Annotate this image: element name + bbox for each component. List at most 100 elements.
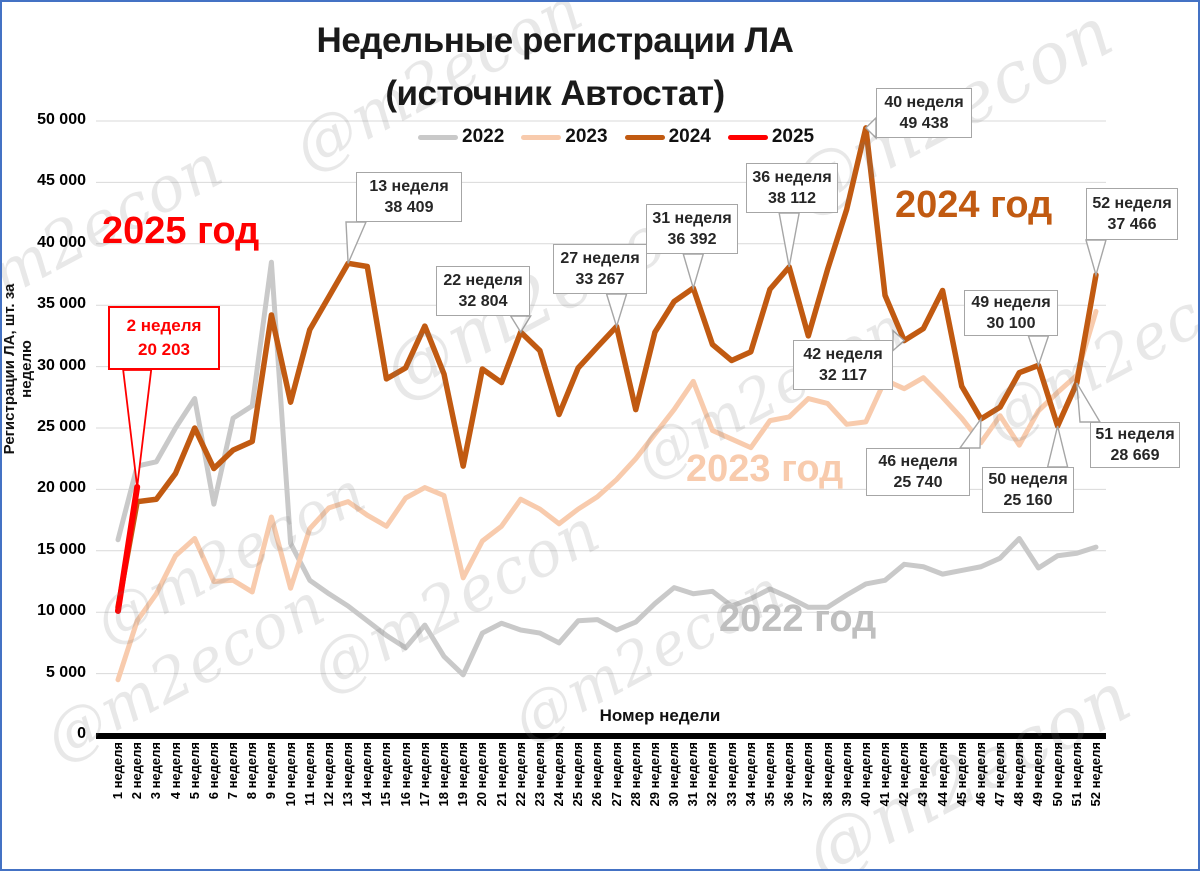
callout-week-27: 27 неделя 33 267	[553, 244, 647, 294]
callout-pointer-week-42	[892, 329, 906, 353]
callout-week-51: 51 неделя 28 669	[1090, 422, 1180, 468]
x-tick-16: 16 неделя	[397, 742, 413, 807]
callout-week-13-value: 38 409	[384, 199, 434, 216]
callout-week-52-value: 37 466	[1107, 216, 1157, 233]
callout-pointer-week-51	[1076, 382, 1102, 423]
x-tick-51: 51 неделя	[1068, 742, 1084, 807]
y-tick-5 000: 5 000	[45, 663, 86, 681]
x-tick-40: 40 неделя	[857, 742, 873, 807]
x-tick-17: 17 неделя	[416, 742, 432, 807]
x-tick-35: 35 неделя	[761, 742, 777, 807]
legend-item-2024: 2024	[624, 126, 711, 148]
x-tick-1: 1 неделя	[110, 742, 125, 800]
callout-week-2-value: 20 203	[138, 340, 190, 359]
x-tick-9: 9 неделя	[263, 742, 279, 800]
x-tick-31: 31 неделя	[685, 742, 701, 807]
x-tick-5: 5 неделя	[186, 742, 202, 800]
callout-week-27-value: 33 267	[575, 271, 625, 288]
x-tick-38: 38 неделя	[819, 742, 835, 807]
callout-week-31-label: 31 неделя	[652, 210, 732, 227]
x-tick-34: 34 неделя	[742, 742, 758, 807]
legend-label-2023: 2023	[565, 126, 608, 147]
callout-pointer-week-31	[682, 253, 705, 291]
callout-week-42-value: 32 117	[818, 367, 868, 384]
x-tick-19: 19 неделя	[455, 742, 471, 807]
x-tick-8: 8 неделя	[244, 742, 260, 800]
legend-swatch-2022	[418, 134, 458, 140]
callout-week-31-value: 36 392	[667, 231, 717, 248]
x-tick-47: 47 неделя	[992, 742, 1008, 807]
callout-week-49: 49 неделя 30 100	[964, 290, 1058, 336]
y-tick-10 000: 10 000	[37, 602, 86, 620]
x-tick-13: 13 неделя	[340, 742, 356, 807]
y-tick-25 000: 25 000	[37, 418, 86, 435]
x-tick-25: 25 неделя	[570, 742, 586, 807]
x-tick-20: 20 неделя	[474, 742, 490, 807]
legend-label-2024: 2024	[668, 126, 711, 147]
series-label-2022: 2022 год	[719, 598, 877, 640]
x-tick-32: 32 неделя	[704, 742, 720, 807]
x-tick-3: 3 неделя	[148, 742, 164, 800]
legend-swatch-2024	[624, 134, 665, 140]
x-tick-29: 29 неделя	[646, 742, 662, 807]
callout-week-36-value: 38 112	[767, 190, 817, 207]
callout-week-46-value: 25 740	[893, 474, 943, 491]
callout-week-51-label: 51 неделя	[1095, 426, 1175, 443]
x-tick-44: 44 неделя	[934, 742, 950, 807]
callout-week-40-value: 49 438	[899, 115, 949, 132]
x-tick-7: 7 неделя	[225, 742, 241, 800]
x-tick-4: 4 неделя	[167, 742, 183, 800]
callout-pointer-week-36	[778, 212, 801, 268]
legend-label-2025: 2025	[771, 126, 815, 147]
x-tick-24: 24 неделя	[551, 742, 567, 807]
callout-week-46: 46 неделя 25 740	[866, 448, 970, 496]
x-axis-line	[96, 733, 1106, 739]
x-axis-title: Номер недели	[599, 706, 721, 725]
x-tick-43: 43 неделя	[915, 742, 931, 807]
y-tick-0: 0	[77, 725, 86, 742]
series-2023-line	[115, 308, 1099, 683]
x-tick-48: 48 неделя	[1011, 742, 1027, 807]
callout-week-13: 13 неделя 38 409	[356, 172, 462, 222]
x-tick-46: 46 неделя	[972, 742, 988, 807]
x-tick-28: 28 неделя	[627, 742, 643, 807]
callout-week-36: 36 неделя 38 112	[746, 163, 838, 213]
x-tick-12: 12 неделя	[320, 742, 336, 807]
legend-swatch-2023	[521, 134, 562, 140]
legend-swatch-2025	[727, 134, 768, 140]
chart-title: Недельные регистрации ЛА (источник Автос…	[0, 14, 1110, 120]
chart-title-line1: Недельные регистрации ЛА	[316, 21, 794, 60]
x-tick-6: 6 неделя	[205, 742, 221, 800]
y-tick-45 000: 45 000	[37, 172, 86, 190]
callout-pointer-week-27	[605, 293, 628, 329]
y-tick-40 000: 40 000	[37, 233, 86, 251]
x-tick-37: 37 неделя	[800, 742, 816, 807]
legend-item-2023: 2023	[521, 126, 608, 148]
series-label-2023: 2023 год	[686, 448, 844, 490]
y-tick-20 000: 20 000	[37, 479, 86, 497]
callout-pointer-week-52	[1085, 239, 1107, 278]
x-tick-36: 36 неделя	[781, 742, 797, 807]
series-2024-line	[115, 125, 1099, 611]
callout-week-13-label: 13 неделя	[369, 178, 449, 195]
callout-week-49-value: 30 100	[986, 315, 1036, 332]
x-tick-18: 18 неделя	[435, 742, 451, 807]
x-tick-41: 41 неделя	[877, 742, 893, 807]
x-tick-22: 22 неделя	[512, 742, 528, 807]
callout-pointer-week-50	[1046, 425, 1069, 468]
callout-week-42-label: 42 неделя	[803, 346, 883, 363]
x-tick-52: 52 неделя	[1087, 742, 1103, 807]
callout-pointer-week-46	[958, 416, 982, 449]
legend-item-2025: 2025	[727, 126, 815, 148]
series-label-2025: 2025 год	[102, 210, 260, 252]
callout-week-52: 52 неделя 37 466	[1086, 188, 1178, 240]
legend-item-2022: 2022	[418, 126, 504, 148]
y-tick-30 000: 30 000	[37, 356, 86, 374]
callout-week-40: 40 неделя 49 438	[876, 88, 972, 138]
x-tick-21: 21 неделя	[493, 742, 509, 807]
callout-week-46-label: 46 неделя	[878, 453, 958, 470]
x-tick-50: 50 неделя	[1049, 742, 1065, 807]
x-tick-11: 11 неделя	[301, 742, 317, 806]
callout-week-22-value: 32 804	[458, 293, 508, 310]
